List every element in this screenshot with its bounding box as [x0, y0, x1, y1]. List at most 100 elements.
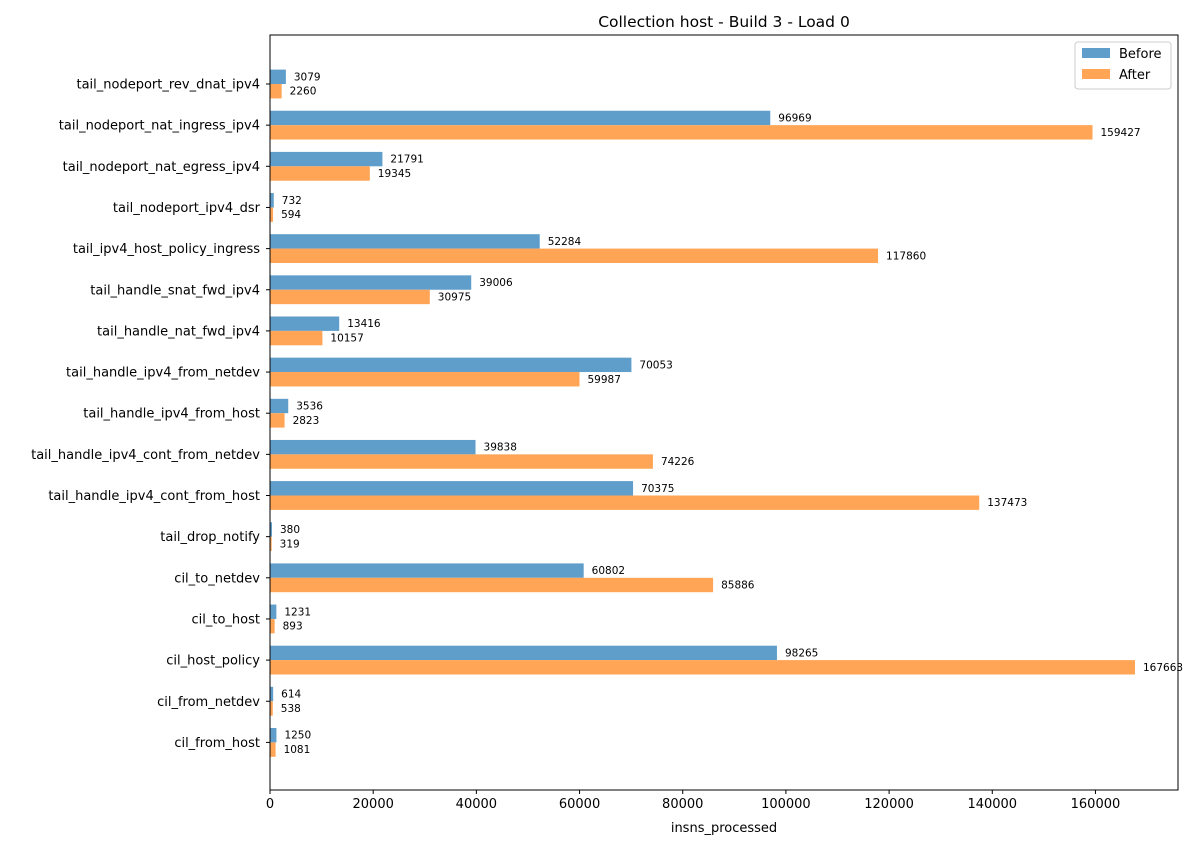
value-label-after-tail-nodeport-ipv4-dsr: 594 — [281, 209, 301, 221]
bar-before-tail-nodeport-nat-egress-ipv4 — [270, 151, 383, 167]
value-label-after-cil-from-host: 1081 — [284, 744, 311, 756]
value-label-after-cil-to-host: 893 — [283, 621, 303, 633]
value-label-after-tail-handle-ipv4-from-netdev: 59987 — [587, 374, 620, 386]
bar-before-tail-handle-ipv4-from-netdev — [270, 357, 632, 373]
bar-after-tail-handle-ipv4-from-host — [270, 413, 285, 428]
value-labels-group: 3079 2260 96969 159427 21791 19345 732 594 52284… — [280, 71, 1183, 756]
bar-before-tail-handle-snat-fwd-ipv4 — [270, 275, 472, 290]
category-label-tail-drop-notify: tail_drop_notify — [160, 530, 260, 545]
bar-after-cil-host-policy — [270, 660, 1135, 675]
bar-before-tail-nodeport-nat-ingress-ipv4 — [270, 110, 771, 126]
bar-before-tail-ipv4-host-policy-ingress — [270, 234, 540, 249]
value-label-before-tail-nodeport-rev-dnat-ipv4: 3079 — [294, 71, 321, 83]
category-label-tail-handle-snat-fwd-ipv4: tail_handle_snat_fwd_ipv4 — [90, 283, 260, 298]
value-label-before-tail-ipv4-host-policy-ingress: 52284 — [548, 236, 582, 248]
value-label-after-tail-nodeport-nat-egress-ipv4: 19345 — [378, 168, 411, 180]
value-label-before-tail-handle-ipv4-cont-from-host: 70375 — [641, 483, 674, 495]
category-label-cil-from-netdev: cil_from_netdev — [157, 695, 260, 710]
bar-before-tail-handle-ipv4-cont-from-netdev — [270, 439, 476, 455]
x-tick-label-40000: 40000 — [456, 797, 497, 812]
value-label-before-cil-from-host: 1250 — [284, 730, 311, 742]
legend: Before After — [1074, 41, 1172, 90]
value-label-before-tail-handle-snat-fwd-ipv4: 39006 — [479, 277, 513, 289]
x-tick-label-140000: 140000 — [967, 797, 1017, 812]
bar-after-tail-handle-nat-fwd-ipv4 — [270, 330, 323, 346]
value-label-before-cil-to-netdev: 60802 — [592, 565, 625, 577]
bar-after-cil-to-netdev — [270, 577, 714, 593]
category-label-cil-to-host: cil_to_host — [192, 612, 261, 627]
legend-label-before: Before — [1119, 47, 1162, 62]
bar-before-cil-from-host — [270, 728, 277, 743]
x-tick-label-120000: 120000 — [864, 797, 914, 812]
value-label-before-cil-to-host: 1231 — [284, 606, 311, 618]
bar-after-cil-to-host — [270, 618, 275, 634]
value-label-after-tail-handle-snat-fwd-ipv4: 30975 — [438, 291, 471, 303]
value-label-before-tail-nodeport-nat-ingress-ipv4: 96969 — [778, 112, 811, 124]
value-label-before-tail-drop-notify: 380 — [280, 524, 300, 536]
value-label-after-tail-drop-notify: 319 — [280, 538, 300, 550]
bar-after-cil-from-host — [270, 742, 276, 757]
bar-after-tail-nodeport-nat-egress-ipv4 — [270, 166, 370, 181]
x-tick-label-0: 0 — [266, 797, 274, 812]
value-label-after-cil-to-netdev: 85886 — [721, 580, 755, 592]
category-label-tail-handle-ipv4-from-netdev: tail_handle_ipv4_from_netdev — [66, 366, 260, 381]
x-tick-label-80000: 80000 — [662, 797, 703, 812]
category-label-tail-nodeport-nat-egress-ipv4: tail_nodeport_nat_egress_ipv4 — [63, 160, 260, 175]
bar-before-cil-to-netdev — [270, 563, 584, 578]
category-label-tail-nodeport-ipv4-dsr: tail_nodeport_ipv4_dsr — [113, 201, 261, 216]
x-tick-label-60000: 60000 — [559, 797, 600, 812]
x-tick-label-100000: 100000 — [761, 797, 811, 812]
category-label-tail-ipv4-host-policy-ingress: tail_ipv4_host_policy_ingress — [73, 242, 260, 257]
value-label-before-tail-handle-ipv4-from-netdev: 70053 — [639, 359, 672, 371]
value-label-after-cil-host-policy: 167663 — [1143, 662, 1183, 674]
bar-after-tail-handle-ipv4-cont-from-host — [270, 495, 980, 510]
category-label-cil-from-host: cil_from_host — [174, 736, 260, 751]
category-label-cil-host-policy: cil_host_policy — [166, 654, 260, 669]
legend-swatch-before — [1082, 48, 1110, 58]
value-label-after-tail-nodeport-rev-dnat-ipv4: 2260 — [290, 86, 317, 98]
category-label-tail-handle-ipv4-from-host: tail_handle_ipv4_from_host — [83, 407, 260, 422]
bar-after-tail-drop-notify — [270, 536, 272, 552]
category-label-tail-handle-ipv4-cont-from-host: tail_handle_ipv4_cont_from_host — [48, 489, 260, 504]
value-label-after-tail-nodeport-nat-ingress-ipv4: 159427 — [1100, 127, 1140, 139]
bar-after-tail-handle-ipv4-from-netdev — [270, 372, 580, 387]
value-label-before-tail-nodeport-ipv4-dsr: 732 — [282, 195, 302, 207]
bars-group — [270, 69, 1135, 757]
bar-before-cil-host-policy — [270, 645, 777, 661]
bar-after-tail-handle-snat-fwd-ipv4 — [270, 289, 430, 305]
legend-label-after: After — [1119, 68, 1151, 83]
value-label-before-tail-handle-ipv4-cont-from-netdev: 39838 — [484, 442, 517, 454]
legend-swatch-after — [1082, 69, 1110, 79]
bar-after-tail-ipv4-host-policy-ingress — [270, 248, 879, 263]
bar-before-tail-drop-notify — [270, 522, 272, 537]
category-labels-group: tail_nodeport_rev_dnat_ipv4 tail_nodeport… — [31, 78, 270, 751]
chart-title: Collection host - Build 3 - Load 0 — [598, 13, 850, 31]
value-label-after-tail-handle-nat-fwd-ipv4: 10157 — [330, 333, 363, 345]
bar-before-tail-handle-ipv4-cont-from-host — [270, 481, 634, 496]
bar-before-tail-handle-nat-fwd-ipv4 — [270, 316, 340, 331]
value-label-after-tail-ipv4-host-policy-ingress: 117860 — [886, 250, 926, 262]
category-label-tail-handle-nat-fwd-ipv4: tail_handle_nat_fwd_ipv4 — [97, 324, 260, 339]
value-label-after-tail-handle-ipv4-cont-from-host: 137473 — [987, 497, 1027, 509]
bar-before-cil-from-netdev — [270, 686, 274, 702]
bar-before-tail-nodeport-rev-dnat-ipv4 — [270, 69, 286, 84]
bar-after-tail-handle-ipv4-cont-from-netdev — [270, 454, 653, 469]
x-tick-label-160000: 160000 — [1071, 797, 1121, 812]
value-label-before-tail-nodeport-nat-egress-ipv4: 21791 — [390, 154, 423, 166]
value-label-after-cil-from-netdev: 538 — [281, 703, 301, 715]
category-label-tail-handle-ipv4-cont-from-netdev: tail_handle_ipv4_cont_from_netdev — [31, 448, 260, 463]
category-label-cil-to-netdev: cil_to_netdev — [174, 571, 260, 586]
value-label-before-cil-from-netdev: 614 — [281, 689, 301, 701]
bar-after-tail-nodeport-nat-ingress-ipv4 — [270, 125, 1093, 140]
category-label-tail-nodeport-nat-ingress-ipv4: tail_nodeport_nat_ingress_ipv4 — [59, 119, 260, 134]
bar-before-tail-handle-ipv4-from-host — [270, 398, 289, 414]
plot-frame — [269, 34, 1179, 791]
x-tick-label-20000: 20000 — [353, 797, 394, 812]
value-label-before-tail-handle-ipv4-from-host: 3536 — [296, 401, 323, 413]
value-label-after-tail-handle-ipv4-from-host: 2823 — [293, 415, 320, 427]
bar-after-cil-from-netdev — [270, 701, 273, 716]
x-axis-label: insns_processed — [671, 821, 777, 836]
bar-before-tail-nodeport-ipv4-dsr — [270, 193, 274, 208]
